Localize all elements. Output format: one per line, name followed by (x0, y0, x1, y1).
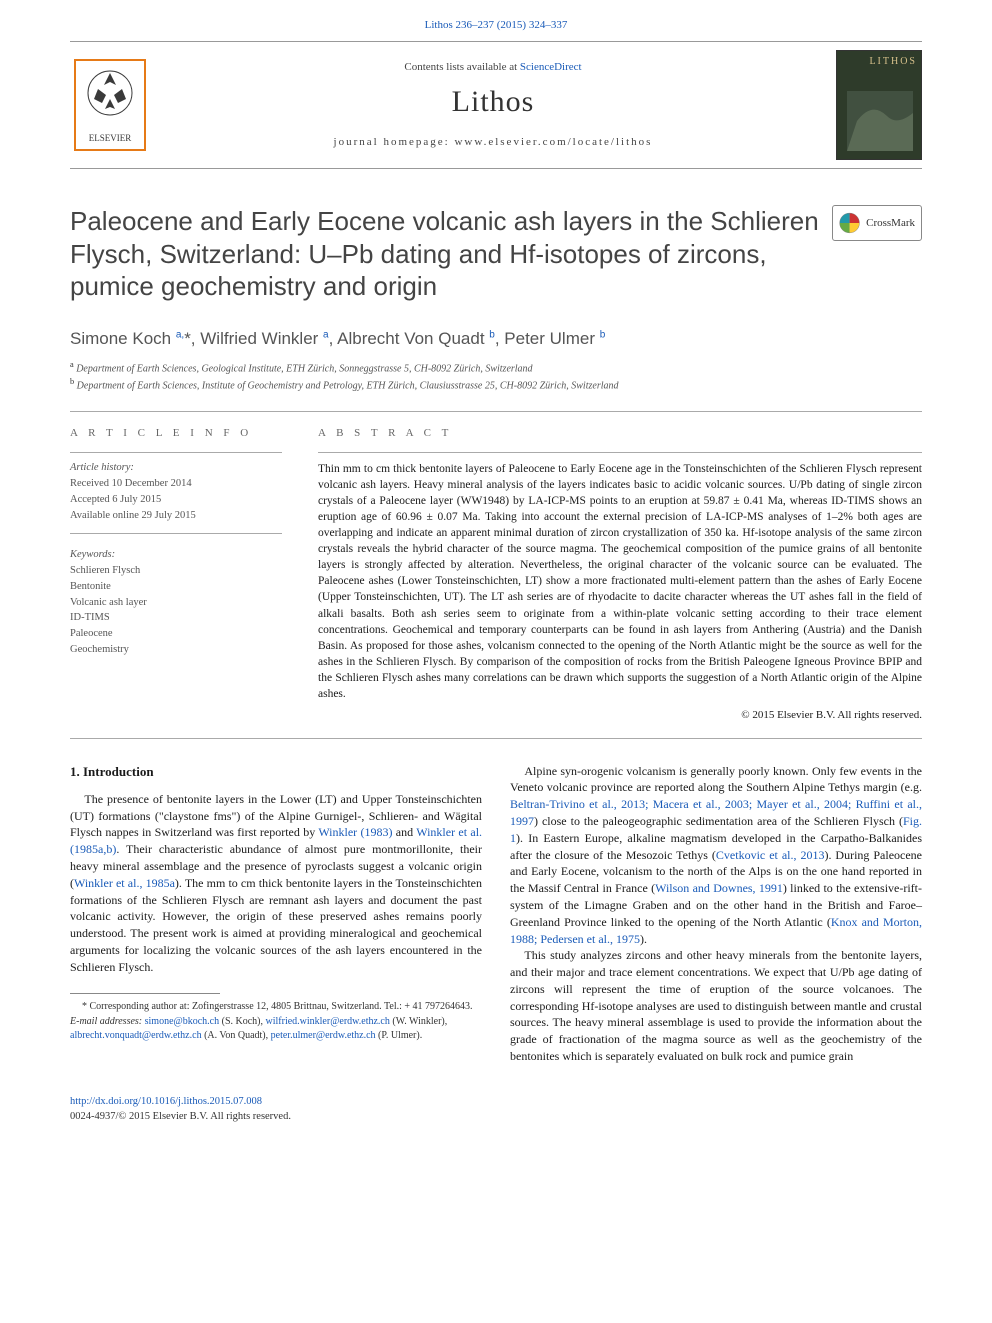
abstract-block: A B S T R A C T Thin mm to cm thick bent… (300, 412, 922, 737)
keyword-item: Paleocene (70, 627, 282, 642)
history-item: Received 10 December 2014 (70, 477, 282, 492)
sciencedirect-link[interactable]: ScienceDirect (520, 61, 582, 73)
journal-bar: ELSEVIER Contents lists available at Sci… (70, 41, 922, 169)
elsevier-logo: ELSEVIER (70, 55, 150, 155)
email-link[interactable]: peter.ulmer@erdw.ethz.ch (271, 1030, 376, 1041)
right-column: Alpine syn-orogenic volcanism is general… (510, 763, 922, 1065)
history-item: Accepted 6 July 2015 (70, 493, 282, 508)
journal-name: Lithos (150, 81, 836, 123)
authors-line: Simone Koch a,*, Wilfried Winkler a, Alb… (0, 313, 992, 355)
doi-footer: http://dx.doi.org/10.1016/j.lithos.2015.… (0, 1075, 992, 1152)
intro-paragraph-2: Alpine syn-orogenic volcanism is general… (510, 763, 922, 948)
article-title: Paleocene and Early Eocene volcanic ash … (70, 205, 830, 303)
crossmark-badge[interactable]: CrossMark (832, 205, 922, 241)
article-info-heading: A R T I C L E I N F O (70, 426, 282, 441)
svg-text:ELSEVIER: ELSEVIER (89, 133, 132, 143)
citation-link[interactable]: Lithos 236–237 (2015) 324–337 (425, 19, 568, 31)
keyword-item: Schlieren Flysch (70, 564, 282, 579)
keyword-item: ID-TIMS (70, 611, 282, 626)
ref-link[interactable]: Knox and Morton, 1988; Pedersen et al., … (510, 915, 922, 946)
ref-link[interactable]: Winkler (1983) (318, 825, 392, 839)
ref-link[interactable]: Winkler et al. (1985a,b) (70, 825, 482, 856)
email-addresses: E-mail addresses: simone@bkoch.ch (S. Ko… (70, 1015, 482, 1043)
history-item: Available online 29 July 2015 (70, 509, 282, 524)
article-header: Paleocene and Early Eocene volcanic ash … (0, 169, 992, 313)
keyword-item: Bentonite (70, 580, 282, 595)
email-link[interactable]: albrecht.vonquadt@erdw.ethz.ch (70, 1030, 202, 1041)
email-link[interactable]: wilfried.winkler@erdw.ethz.ch (266, 1016, 390, 1027)
article-info: A R T I C L E I N F O Article history: R… (70, 412, 300, 737)
keywords-heading: Keywords: (70, 548, 282, 563)
section-heading: 1. Introduction (70, 763, 482, 781)
issn-copyright: 0024-4937/© 2015 Elsevier B.V. All right… (70, 1111, 291, 1122)
left-column: 1. Introduction The presence of bentonit… (70, 763, 482, 1065)
ref-link[interactable]: Beltran-Trivino et al., 2013; Macera et … (510, 797, 922, 828)
doi-link[interactable]: http://dx.doi.org/10.1016/j.lithos.2015.… (70, 1096, 262, 1107)
journal-homepage: journal homepage: www.elsevier.com/locat… (150, 135, 836, 150)
body-columns: 1. Introduction The presence of bentonit… (0, 757, 992, 1075)
footnotes: * Corresponding author at: Zofingerstras… (70, 1000, 482, 1043)
ref-link[interactable]: Wilson and Downes, 1991 (655, 881, 783, 895)
journal-cover: LITHOS (836, 50, 922, 160)
ref-link[interactable]: Cvetkovic et al., 2013 (716, 848, 825, 862)
crossmark-icon (839, 212, 860, 234)
history-heading: Article history: (70, 461, 282, 476)
affiliations: a Department of Earth Sciences, Geologic… (0, 355, 992, 404)
keyword-item: Volcanic ash layer (70, 596, 282, 611)
abstract-text: Thin mm to cm thick bentonite layers of … (318, 461, 922, 702)
intro-paragraph-1: The presence of bentonite layers in the … (70, 791, 482, 976)
intro-paragraph-3: This study analyzes zircons and other he… (510, 947, 922, 1065)
abstract-copyright: © 2015 Elsevier B.V. All rights reserved… (318, 708, 922, 723)
contents-line: Contents lists available at ScienceDirec… (150, 60, 836, 75)
page-header: Lithos 236–237 (2015) 324–337 (0, 0, 992, 41)
email-link[interactable]: simone@bkoch.ch (145, 1016, 219, 1027)
keyword-item: Geochemistry (70, 643, 282, 658)
corresponding-author: * Corresponding author at: Zofingerstras… (70, 1000, 482, 1014)
ref-link[interactable]: Winkler et al., 1985a (74, 876, 175, 890)
fig-link[interactable]: Fig. 1 (510, 814, 922, 845)
crossmark-label: CrossMark (866, 216, 915, 231)
abstract-heading: A B S T R A C T (318, 426, 922, 441)
meta-row: A R T I C L E I N F O Article history: R… (70, 411, 922, 737)
